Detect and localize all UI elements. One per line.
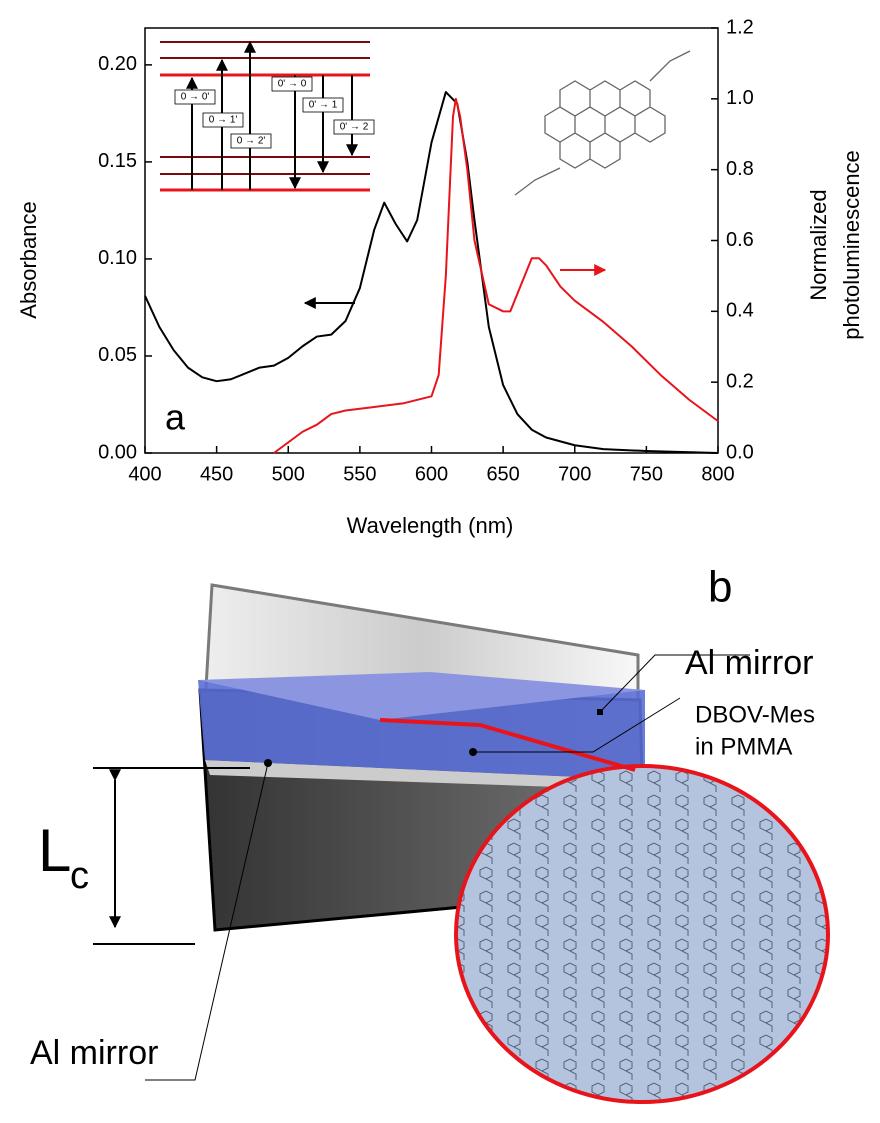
x-tick-label: 400 <box>128 463 161 485</box>
cavity-length-symbol: L <box>38 817 71 884</box>
x-tick-label: 800 <box>701 463 734 485</box>
x-tick-label: 650 <box>486 463 519 485</box>
y-tick-label: 0.05 <box>98 344 137 366</box>
x-tick-label: 550 <box>343 463 376 485</box>
transition-box <box>333 119 375 135</box>
y2-tick-label: 0.8 <box>726 158 754 180</box>
y2-tick-label: 0.2 <box>726 370 754 392</box>
transition-box <box>202 112 244 128</box>
plot-frame <box>144 27 719 454</box>
y2-tick-label: 0.6 <box>726 229 754 251</box>
energy-diagram <box>160 40 370 192</box>
transition-label: 0' → 1 <box>309 100 338 111</box>
transition-label: 0' → 0 <box>278 79 307 90</box>
y-tick-label: 0.00 <box>98 441 137 463</box>
y2-axis-title: photoluminescence <box>839 150 864 340</box>
y2-tick-label: 1.0 <box>726 87 754 109</box>
film-label: in PMMA <box>695 733 792 760</box>
y2-tick-label: 0.4 <box>726 300 754 322</box>
chart-panel: a Wavelength (nm) Absorbance Normalized … <box>16 16 864 538</box>
transition-box <box>230 133 272 149</box>
y2-tick-label: 0.0 <box>726 441 754 463</box>
transition-label: 0' → 2 <box>340 122 369 133</box>
transition-box <box>271 76 313 92</box>
y-tick-label: 0.15 <box>98 150 137 172</box>
x-tick-label: 450 <box>200 463 233 485</box>
x-tick-label: 750 <box>630 463 663 485</box>
data-line <box>144 91 719 454</box>
cavity-length-subscript: c <box>70 855 89 897</box>
data-line <box>273 97 719 454</box>
transition-box <box>302 97 344 113</box>
y-tick-label: 0.20 <box>98 53 137 75</box>
x-tick-label: 500 <box>272 463 305 485</box>
transition-label: 0 → 1' <box>209 115 238 126</box>
y2-axis-title: Normalized <box>806 189 831 300</box>
x-axis-title: Wavelength (nm) <box>347 513 514 538</box>
y-tick-label: 0.10 <box>98 247 137 269</box>
cavity-diagram: b Al mirror DBOV-Mes in PMMA L c Al mirr… <box>30 563 830 1104</box>
transition-label: 0 → 0' <box>181 92 210 103</box>
mirror-label: Al mirror <box>685 644 813 682</box>
x-tick-label: 600 <box>415 463 448 485</box>
panel-label: a <box>165 397 186 438</box>
panel-label: b <box>708 563 732 612</box>
x-tick-label: 700 <box>558 463 591 485</box>
film-label: DBOV-Mes <box>695 701 815 728</box>
molecule <box>514 50 691 196</box>
transition-box <box>174 89 216 105</box>
y-axis-title: Absorbance <box>16 201 41 318</box>
y2-tick-label: 1.2 <box>726 16 754 38</box>
transition-label: 0 → 2' <box>237 136 266 147</box>
mirror-label: Al mirror <box>30 1034 158 1072</box>
